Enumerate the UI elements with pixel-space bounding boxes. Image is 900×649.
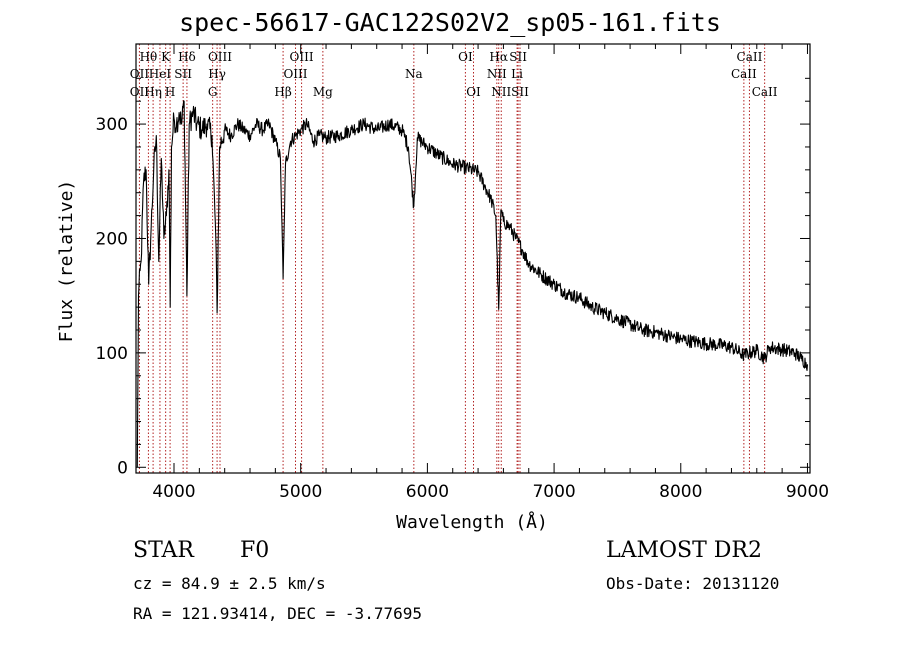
line-label: Hθ xyxy=(140,50,158,64)
line-label: OII xyxy=(130,67,150,81)
line-label: NII xyxy=(487,67,507,81)
y-tick-label: 300 xyxy=(96,115,128,135)
object-subclass: F0 xyxy=(240,538,270,563)
axis-ticks: 4000 5000 6000 7000 8000 9000 0 100 200 300 xyxy=(96,44,829,502)
line-label: OI xyxy=(466,85,481,99)
line-label: Mg xyxy=(313,85,333,99)
object-class: STAR xyxy=(133,538,194,563)
line-label: SII xyxy=(174,67,192,81)
line-label: Hδ xyxy=(178,50,196,64)
x-axis-label: Wavelength (Å) xyxy=(396,511,548,533)
plot-frame xyxy=(135,43,811,474)
x-tick-label: 4000 xyxy=(152,482,195,502)
line-label: SII xyxy=(509,50,527,64)
line-label: Na xyxy=(405,67,423,81)
x-tick-label: 7000 xyxy=(532,482,575,502)
y-tick-label: 100 xyxy=(96,344,128,364)
line-label: Hβ xyxy=(274,85,291,99)
line-label: G xyxy=(208,85,218,99)
coordinates: RA = 121.93414, DEC = -3.77695 xyxy=(133,604,422,623)
line-label: OI xyxy=(458,50,473,64)
survey-name: LAMOST DR2 xyxy=(606,538,762,563)
spectrum-series xyxy=(136,100,809,468)
x-tick-label: 9000 xyxy=(786,482,829,502)
line-label: CaII xyxy=(752,85,778,99)
line-label: Hγ xyxy=(208,67,226,81)
observation-date: Obs-Date: 20131120 xyxy=(606,574,780,593)
line-label: Hη xyxy=(144,85,162,99)
chart-title: spec-56617-GAC122S02V2_sp05-161.fits xyxy=(179,8,721,37)
spectrum-line xyxy=(136,100,809,468)
line-label: CaII xyxy=(737,50,763,64)
y-tick-label: 0 xyxy=(117,458,128,478)
line-label: SII xyxy=(511,85,529,99)
line-label: OII xyxy=(130,85,150,99)
y-axis-label: Flux (relative) xyxy=(56,180,77,343)
line-label: HeI xyxy=(149,67,172,81)
line-label: OIII xyxy=(290,50,314,64)
line-label: H xyxy=(165,85,175,99)
x-tick-label: 6000 xyxy=(406,482,449,502)
x-tick-label: 8000 xyxy=(659,482,702,502)
line-label: Li xyxy=(511,67,523,81)
plot-axes xyxy=(135,43,811,474)
emission-line-labels: Hθ OII OII K H HeI Hη Hδ SII OIII Hγ G OIII OIII Hβ Mg N… xyxy=(130,50,778,99)
y-tick-label: 200 xyxy=(96,229,128,249)
line-label: CaII xyxy=(731,67,757,81)
line-label: K xyxy=(161,50,171,64)
line-label: Hα xyxy=(489,50,508,64)
line-label: OIII xyxy=(208,50,232,64)
redshift-cz: cz = 84.9 ± 2.5 km/s xyxy=(133,574,326,593)
x-tick-label: 5000 xyxy=(279,482,322,502)
emission-line-markers xyxy=(138,44,766,473)
line-label: OIII xyxy=(283,67,307,81)
line-label: NII xyxy=(491,85,511,99)
